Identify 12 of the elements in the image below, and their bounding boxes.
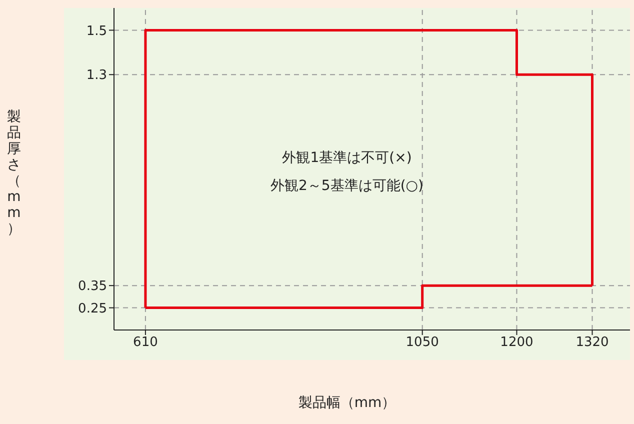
x-tick-label: 1050 bbox=[406, 335, 439, 350]
y-tick-label: 0.35 bbox=[78, 279, 107, 294]
y-tick-label: 1.3 bbox=[86, 68, 107, 84]
x-axis-title: 製品幅（mm） bbox=[297, 394, 397, 412]
annotation: 外観2～5基準は可能(○) bbox=[270, 177, 424, 196]
y-tick-label: 0.25 bbox=[78, 301, 107, 316]
y-tick-label: 1.5 bbox=[86, 24, 107, 39]
x-tick-label: 1200 bbox=[500, 335, 534, 350]
y-axis-title: 製品厚さ（mm） bbox=[6, 109, 22, 237]
x-tick-label: 1320 bbox=[576, 335, 609, 350]
annotation: 外観1基準は不可(×) bbox=[281, 149, 413, 168]
x-tick-label: 610 bbox=[133, 335, 158, 350]
